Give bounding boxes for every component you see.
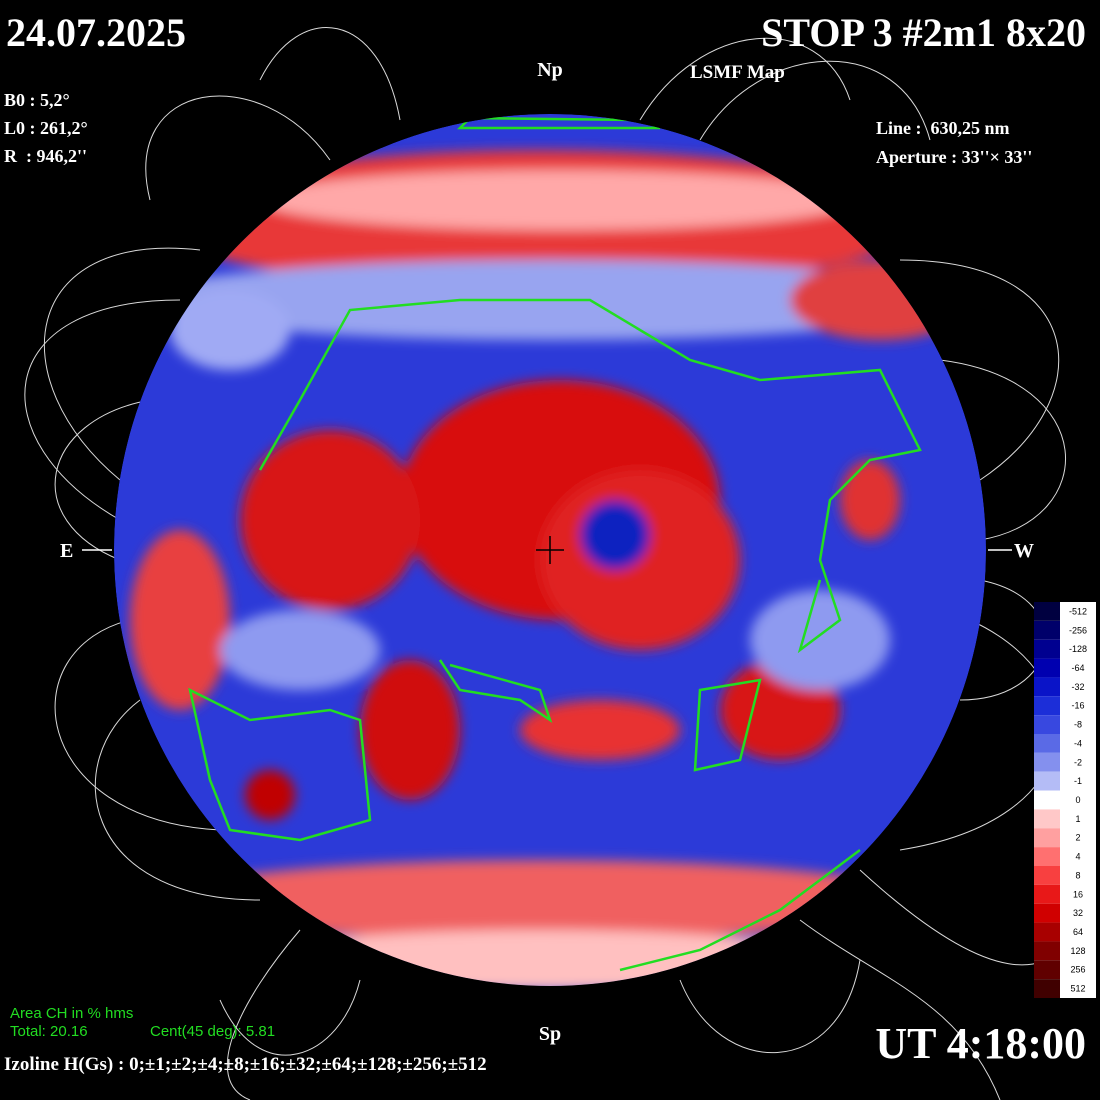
parameter: R : 946,2''	[4, 146, 87, 166]
colorbar-label: 0	[1075, 795, 1080, 805]
colorbar-cell	[1034, 922, 1060, 942]
isolines: Izoline H(Gs) : 0;±1;±2;±4;±8;±16;±32;±6…	[4, 1054, 487, 1075]
colorbar-cell	[1034, 639, 1060, 659]
parameter: B0 : 5,2°	[4, 90, 70, 110]
colorbar-cell	[1034, 771, 1060, 791]
colorbar-cell	[1034, 602, 1060, 621]
colorbar-label: -256	[1069, 625, 1087, 635]
colorbar-label: -2	[1074, 757, 1082, 767]
colorbar-cell	[1034, 809, 1060, 829]
colorbar-cell	[1034, 847, 1060, 866]
colorbar-label: 128	[1070, 946, 1085, 956]
colorbar-cell	[1034, 658, 1060, 678]
colorbar-label: -128	[1069, 644, 1087, 654]
colorbar-label: -32	[1071, 682, 1084, 692]
colorbar-label: 4	[1075, 852, 1080, 862]
colorbar-label: 16	[1073, 889, 1083, 899]
colorbar-cell	[1034, 790, 1060, 810]
centre-cross	[536, 536, 564, 564]
title: STOP 3 #2m1 8x20	[761, 10, 1086, 55]
colorbar-label: -8	[1074, 720, 1082, 730]
colorbar-label: 2	[1075, 833, 1080, 843]
colorbar-cell	[1034, 620, 1060, 640]
colorbar-cell	[1034, 960, 1060, 980]
colorbar-cell	[1034, 884, 1060, 904]
colorbar-cell	[1034, 677, 1060, 697]
colorbar-cell	[1034, 828, 1060, 848]
area-title: Area CH in % hms	[10, 1005, 133, 1022]
area-total: Total: 20.16	[10, 1023, 88, 1040]
subtitle: LSMF Map	[690, 62, 785, 83]
colorbar-label: 64	[1073, 927, 1083, 937]
colorbar-label: 512	[1070, 984, 1085, 994]
instrument: Line : 630,25 nm	[876, 118, 1010, 138]
west-label: W	[1014, 540, 1034, 562]
colorbar-label: 8	[1075, 870, 1080, 880]
colorbar-cell	[1034, 734, 1060, 753]
colorbar: -512 -256 -128 -64 -32 -16 -8 -4 -2 -1 0 1 2 4 8 16 32 64…	[1034, 602, 1096, 998]
field-lines	[24, 27, 1091, 1100]
date: 24.07.2025	[6, 10, 186, 55]
colorbar-cell	[1034, 866, 1060, 885]
area-central: Cent(45 deg): 5.81	[150, 1023, 275, 1040]
east-label: E	[60, 540, 73, 562]
north-label: Np	[537, 59, 563, 81]
colorbar-label: -64	[1071, 663, 1084, 673]
colorbar-cell	[1034, 696, 1060, 716]
colorbar-cell	[1034, 715, 1060, 734]
colorbar-label: -16	[1071, 701, 1084, 711]
south-label: Sp	[539, 1023, 561, 1045]
colorbar-label: 256	[1070, 965, 1085, 975]
colorbar-label: -1	[1074, 776, 1082, 786]
time: UT 4:18:00	[875, 1019, 1086, 1068]
colorbar-label: -4	[1074, 738, 1082, 748]
colorbar-cell	[1034, 941, 1060, 961]
instrument: Aperture : 33''× 33''	[876, 147, 1032, 167]
colorbar-cell	[1034, 752, 1060, 772]
parameter: L0 : 261,2°	[4, 118, 88, 138]
colorbar-label: -512	[1069, 606, 1087, 616]
colorbar-label: 1	[1075, 814, 1080, 824]
colorbar-label: 32	[1073, 908, 1083, 918]
colorbar-cell	[1034, 979, 1060, 998]
colorbar-cell	[1034, 903, 1060, 923]
